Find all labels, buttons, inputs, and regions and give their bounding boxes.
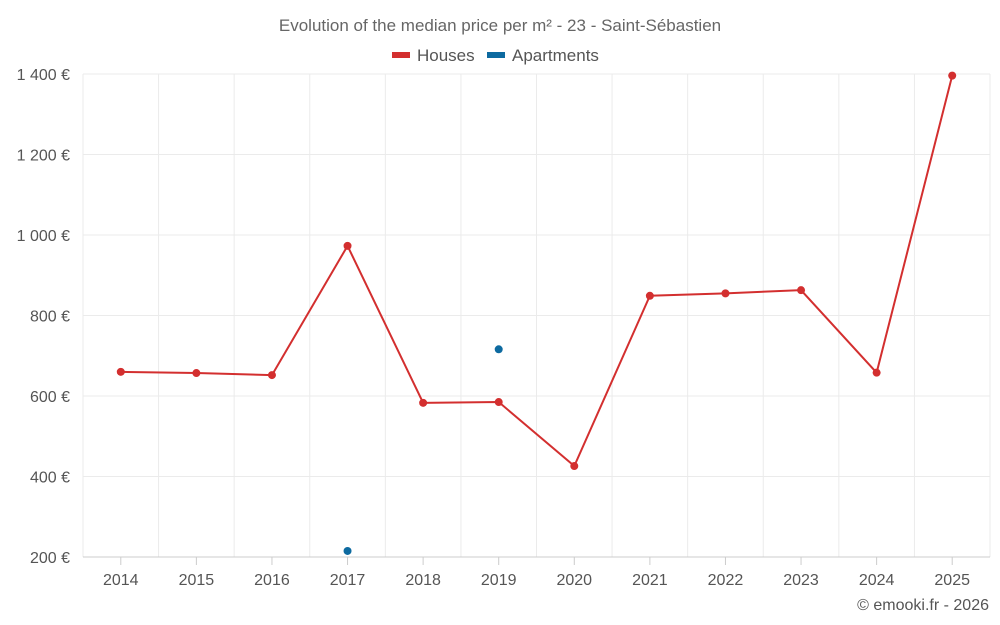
y-tick-label: 1 200 € (17, 148, 70, 165)
houses-point (192, 369, 201, 378)
x-tick-label: 2025 (934, 572, 970, 589)
houses-point (645, 291, 654, 300)
y-tick-label: 400 € (30, 470, 70, 487)
x-tick-label: 2022 (708, 572, 744, 589)
houses-point (343, 241, 352, 250)
houses-point (721, 289, 730, 298)
credit-text: © emooki.fr - 2026 (857, 597, 989, 614)
apartments-point (343, 546, 352, 555)
grid (82, 73, 991, 558)
houses-point (872, 368, 881, 377)
chart-title: Evolution of the median price per m² - 2… (279, 16, 721, 35)
x-tick-label: 2017 (330, 572, 366, 589)
houses-point (267, 371, 276, 380)
legend-swatch-houses (392, 52, 410, 58)
x-tick-label: 2018 (405, 572, 441, 589)
y-axis: 200 € 400 € 600 € 800 € 1 000 € 1 200 € 1 400 … (17, 67, 70, 567)
houses-point (570, 462, 579, 471)
legend-label-apartments: Apartments (512, 46, 599, 65)
y-tick-label: 800 € (30, 309, 70, 326)
houses-point (797, 286, 806, 295)
y-tick-label: 200 € (30, 550, 70, 567)
apartments-point (494, 345, 503, 354)
houses-point (419, 398, 428, 407)
x-tick-label: 2020 (556, 572, 592, 589)
legend-item-houses: Houses (392, 46, 475, 65)
legend: Houses Apartments (392, 46, 599, 65)
y-tick-label: 600 € (30, 389, 70, 406)
y-tick-label: 1 000 € (17, 228, 70, 245)
x-tick-label: 2019 (481, 572, 517, 589)
x-tick-label: 2024 (859, 572, 895, 589)
houses-point (494, 398, 503, 407)
series-layer (116, 71, 957, 555)
x-tick-label: 2015 (179, 572, 215, 589)
x-tick-label: 2016 (254, 572, 290, 589)
x-axis: 2014 2015 2016 2017 2018 2019 2020 2021 2022 2023… (103, 557, 970, 589)
y-tick-label: 1 400 € (17, 67, 70, 84)
houses-line (120, 75, 954, 468)
legend-swatch-apartments (487, 52, 505, 58)
x-tick-label: 2021 (632, 572, 668, 589)
legend-label-houses: Houses (417, 46, 475, 65)
x-tick-label: 2023 (783, 572, 819, 589)
x-tick-label: 2014 (103, 572, 139, 589)
houses-point (116, 367, 125, 376)
legend-item-apartments: Apartments (487, 46, 599, 65)
houses-point (948, 71, 957, 80)
